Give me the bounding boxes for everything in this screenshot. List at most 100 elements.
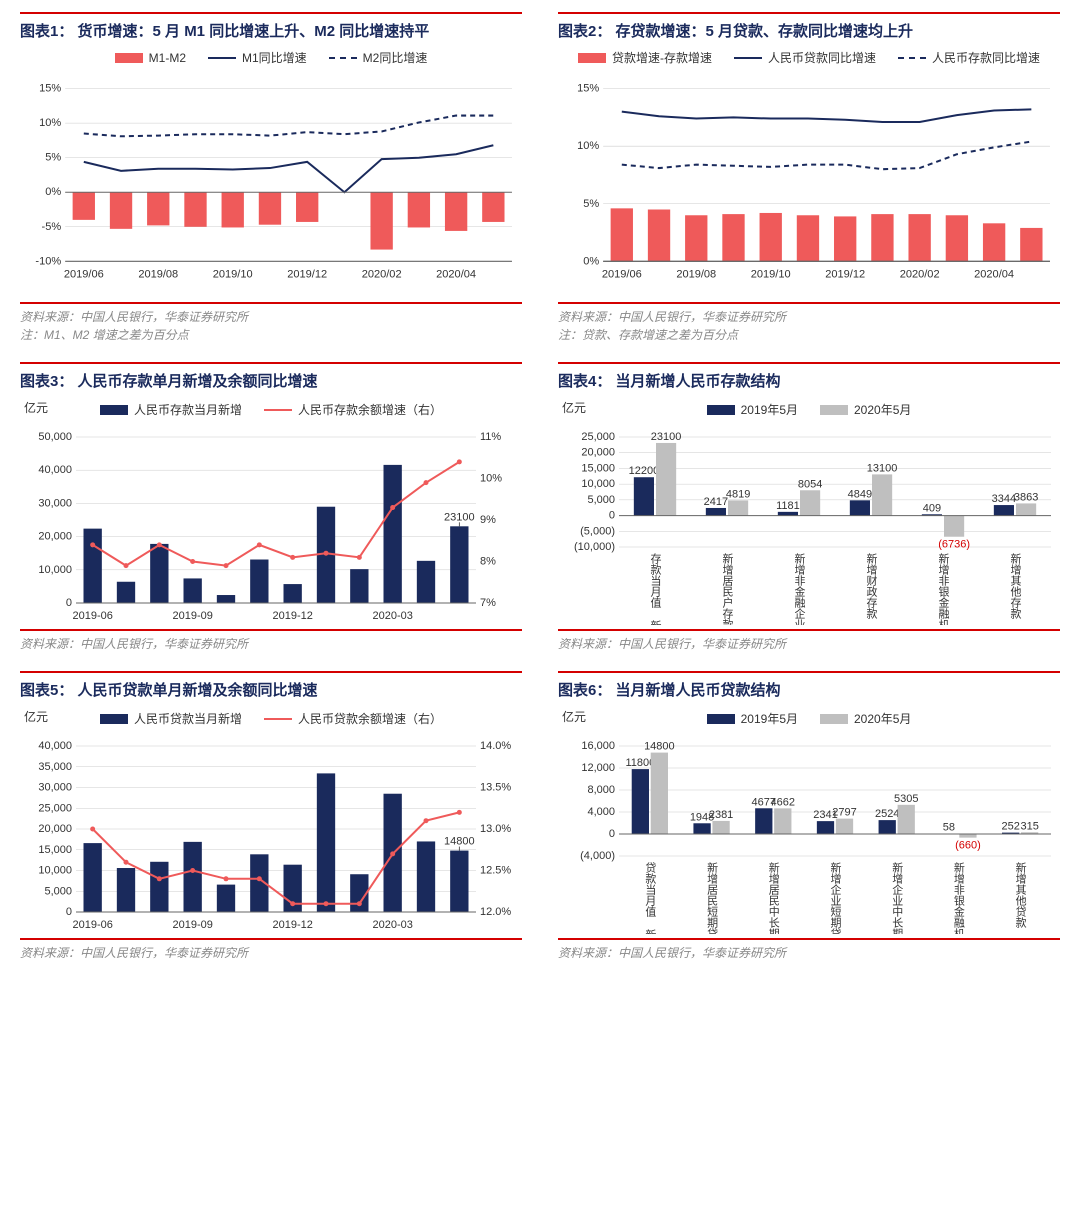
svg-text:0: 0 <box>66 906 72 918</box>
chart5-source: 资料来源：中国人民银行，华泰证券研究所 <box>20 938 522 962</box>
svg-text:2417: 2417 <box>704 496 728 508</box>
legend-swatch <box>264 718 292 720</box>
svg-text:2019-12: 2019-12 <box>272 919 312 931</box>
legend-item: 人民币存款余额增速（右） <box>264 401 442 418</box>
svg-text:2020-03: 2020-03 <box>372 919 412 931</box>
svg-text:50,000: 50,000 <box>38 431 72 443</box>
legend-swatch <box>820 714 848 724</box>
svg-text:2020/04: 2020/04 <box>436 268 476 280</box>
svg-text:5,000: 5,000 <box>44 885 72 897</box>
chart3-source: 资料来源：中国人民银行，华泰证券研究所 <box>20 629 522 653</box>
svg-text:25,000: 25,000 <box>581 431 615 443</box>
legend-swatch <box>820 405 848 415</box>
legend-item: 人民币贷款当月新增 <box>100 710 242 727</box>
chart3-title: 图表3： 人民币存款单月新增及余额同比增速 <box>20 362 522 395</box>
svg-text:10%: 10% <box>577 140 599 152</box>
legend-swatch <box>100 405 128 415</box>
svg-text:5%: 5% <box>45 152 61 164</box>
chart6-title: 图表6： 当月新增人民币贷款结构 <box>558 671 1060 704</box>
svg-text:14.0%: 14.0% <box>480 740 511 752</box>
chart1-source-text: 资料来源：中国人民银行，华泰证券研究所 <box>20 310 248 324</box>
legend-swatch <box>115 53 143 63</box>
svg-text:20,000: 20,000 <box>581 447 615 459</box>
svg-text:新增非金融企业存款: 新增非金融企业存款 <box>793 552 806 625</box>
svg-text:13.0%: 13.0% <box>480 823 511 835</box>
svg-text:409: 409 <box>923 502 941 514</box>
svg-text:0: 0 <box>609 828 615 840</box>
svg-text:30,000: 30,000 <box>38 782 72 794</box>
legend-label: 人民币存款余额增速（右） <box>298 401 442 418</box>
svg-text:新增非银金融机构存款: 新增非银金融机构存款 <box>937 552 950 625</box>
legend-label: 2019年5月 <box>741 710 798 727</box>
svg-text:30,000: 30,000 <box>38 497 72 509</box>
svg-text:13100: 13100 <box>867 462 898 474</box>
legend-swatch <box>100 714 128 724</box>
chart2-legend: 贷款增速-存款增速人民币贷款同比增速人民币存款同比增速 <box>558 45 1060 68</box>
charts-grid: 图表1： 货币增速：5 月 M1 同比增速上升、M2 同比增速持平 M1-M2M… <box>20 12 1060 962</box>
chart6-source: 资料来源：中国人民银行，华泰证券研究所 <box>558 938 1060 962</box>
legend-item: 贷款增速-存款增速 <box>578 49 712 66</box>
legend-label: 人民币贷款余额增速（右） <box>298 710 442 727</box>
legend-label: 人民币存款同比增速 <box>932 49 1040 66</box>
svg-text:2020-03: 2020-03 <box>372 610 412 622</box>
chart5-plot: 亿元 人民币贷款当月新增人民币贷款余额增速（右） 05,00010,00015,… <box>20 704 522 934</box>
legend-label: 贷款增速-存款增速 <box>612 49 712 66</box>
svg-text:12200: 12200 <box>629 465 660 477</box>
chart2-plot: 0%5%10%15%2019/062019/082019/102019/1220… <box>558 68 1060 298</box>
legend-item: M1同比增速 <box>208 49 307 66</box>
svg-text:20,000: 20,000 <box>38 823 72 835</box>
chart4-plot: 亿元 2019年5月2020年5月 (10,000)(5,000)05,0001… <box>558 395 1060 625</box>
chart6-plot: 亿元 2019年5月2020年5月 (4,000)04,0008,00012,0… <box>558 704 1060 934</box>
svg-text:2019/10: 2019/10 <box>213 268 253 280</box>
legend-label: M1同比增速 <box>242 49 307 66</box>
chart3-legend: 人民币存款当月新增人民币存款余额增速（右） <box>20 397 522 420</box>
svg-text:4662: 4662 <box>771 796 795 808</box>
chart1-note: 注：M1、M2 增速之差为百分点 <box>20 326 522 344</box>
chart4-legend: 2019年5月2020年5月 <box>558 397 1060 420</box>
legend-item: 2019年5月 <box>707 710 798 727</box>
legend-item: 2019年5月 <box>707 401 798 418</box>
legend-swatch <box>707 405 735 415</box>
panel-chart1: 图表1： 货币增速：5 月 M1 同比增速上升、M2 同比增速持平 M1-M2M… <box>20 12 522 344</box>
legend-swatch <box>707 714 735 724</box>
svg-text:-10%: -10% <box>35 255 61 267</box>
svg-text:15%: 15% <box>39 83 61 95</box>
chart1-legend: M1-M2M1同比增速M2同比增速 <box>20 45 522 68</box>
svg-text:2019/06: 2019/06 <box>64 268 104 280</box>
svg-text:23100: 23100 <box>651 431 682 443</box>
svg-text:0: 0 <box>609 510 615 522</box>
svg-text:(10,000): (10,000) <box>574 541 615 553</box>
chart6-source-text: 资料来源：中国人民银行，华泰证券研究所 <box>558 946 786 960</box>
svg-text:2524: 2524 <box>875 808 899 820</box>
svg-text:0%: 0% <box>583 255 599 267</box>
svg-text:252: 252 <box>1001 821 1019 833</box>
svg-text:11%: 11% <box>480 431 501 443</box>
svg-text:2019/08: 2019/08 <box>138 268 178 280</box>
svg-text:2020/04: 2020/04 <box>974 268 1014 280</box>
svg-text:2019/06: 2019/06 <box>602 268 642 280</box>
legend-swatch <box>898 57 926 59</box>
svg-text:2019-06: 2019-06 <box>72 919 112 931</box>
svg-text:8%: 8% <box>480 556 496 568</box>
svg-text:4849: 4849 <box>848 488 872 500</box>
svg-text:2019-09: 2019-09 <box>172 610 212 622</box>
svg-text:14800: 14800 <box>444 836 475 848</box>
svg-text:8,000: 8,000 <box>587 784 615 796</box>
svg-text:3344: 3344 <box>992 493 1016 505</box>
svg-text:5,000: 5,000 <box>587 494 615 506</box>
svg-text:7%: 7% <box>480 597 496 609</box>
svg-text:2019/08: 2019/08 <box>676 268 716 280</box>
svg-text:2019/12: 2019/12 <box>825 268 865 280</box>
chart6-legend: 2019年5月2020年5月 <box>558 706 1060 729</box>
svg-text:10,000: 10,000 <box>38 564 72 576</box>
svg-text:新增企业中长期贷款: 新增企业中长期贷款 <box>891 861 904 934</box>
svg-text:存款当月值 新增人民币: 存款当月值 新增人民币 <box>649 552 662 625</box>
svg-text:25,000: 25,000 <box>38 802 72 814</box>
chart3-plot: 亿元 人民币存款当月新增人民币存款余额增速（右） 010,00020,00030… <box>20 395 522 625</box>
svg-text:新增其他存款: 新增其他存款 <box>1009 552 1022 620</box>
svg-text:35,000: 35,000 <box>38 761 72 773</box>
svg-text:新增非银金融机构贷款: 新增非银金融机构贷款 <box>952 861 965 934</box>
svg-text:12.5%: 12.5% <box>480 865 511 877</box>
svg-text:新增财政存款: 新增财政存款 <box>865 552 878 620</box>
svg-text:0%: 0% <box>45 186 61 198</box>
